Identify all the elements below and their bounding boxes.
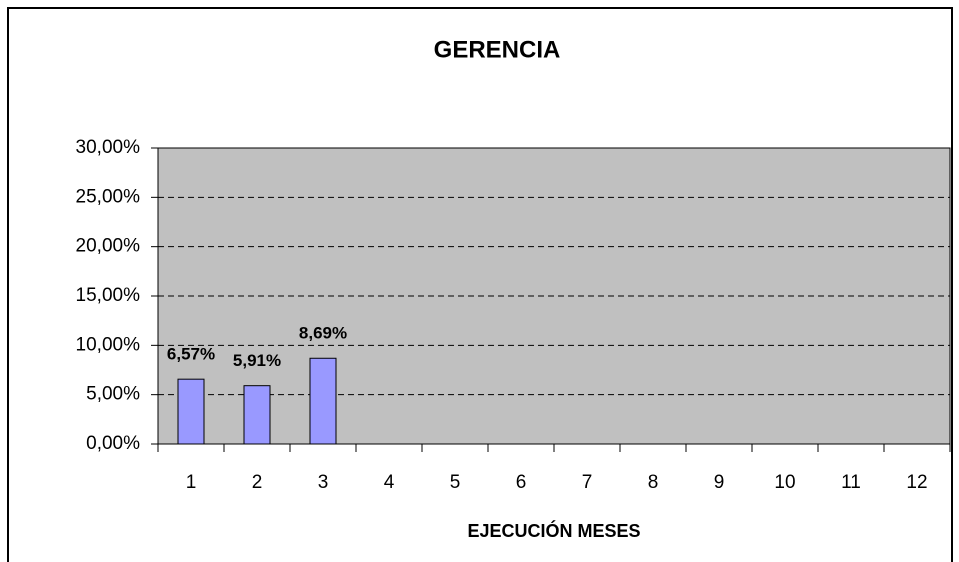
x-tick-label: 1: [186, 472, 197, 493]
bar: [177, 378, 205, 445]
bar: [309, 357, 337, 445]
data-label: 8,69%: [299, 324, 347, 343]
x-tick-label: 9: [714, 472, 725, 493]
y-tick-label: 5,00%: [86, 384, 140, 405]
data-label: 5,91%: [233, 351, 281, 370]
y-tick-label: 30,00%: [76, 137, 141, 158]
y-tick-label: 0,00%: [86, 433, 140, 454]
y-tick-label: 10,00%: [76, 334, 141, 355]
chart-title: GERENCIA: [434, 36, 561, 63]
x-tick-label: 8: [648, 472, 659, 493]
data-label: 6,57%: [167, 345, 215, 364]
x-tick-label: 5: [450, 472, 461, 493]
x-tick-label: 3: [318, 472, 329, 493]
x-tick-label: 12: [906, 472, 927, 493]
y-tick-label: 20,00%: [76, 236, 141, 257]
y-tick-label: 15,00%: [76, 285, 141, 306]
x-tick-label: 11: [841, 472, 861, 493]
bar: [243, 385, 271, 445]
x-tick-label: 2: [252, 472, 263, 493]
x-tick-label: 6: [516, 472, 527, 493]
y-tick-label: 25,00%: [76, 186, 141, 207]
x-tick-label: 10: [774, 472, 795, 493]
x-tick-label: 4: [384, 472, 395, 493]
x-tick-label: 7: [582, 472, 593, 493]
x-axis-title: EJECUCIÓN MESES: [467, 520, 640, 541]
